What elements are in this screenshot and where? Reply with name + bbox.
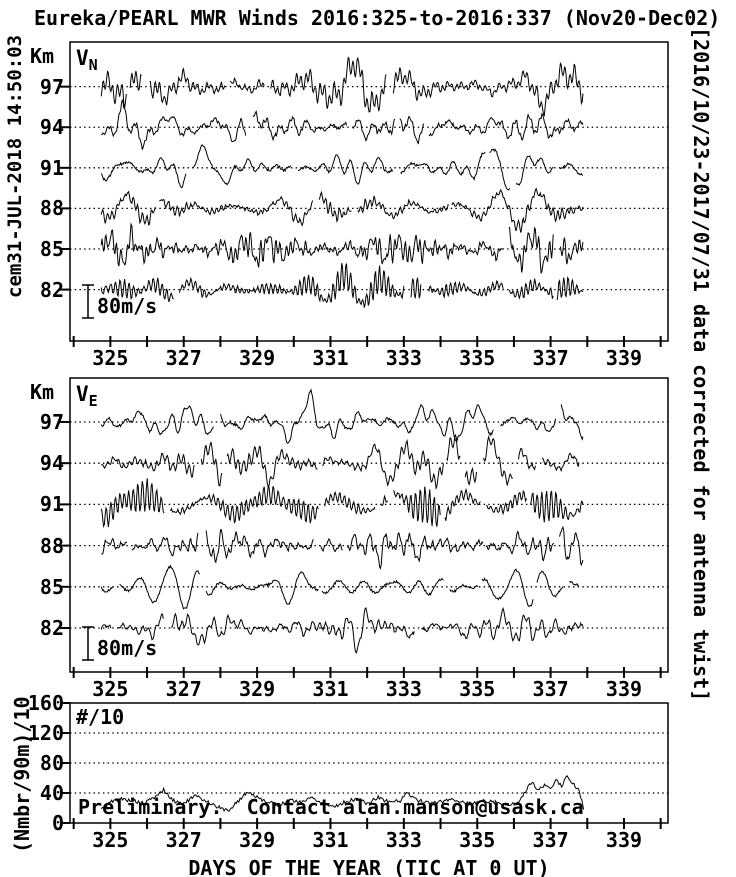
vn-xtick-331: 331 bbox=[312, 346, 349, 370]
vn-plot-canvas bbox=[60, 41, 669, 347]
panel-vn: VN 80m/s bbox=[60, 41, 669, 347]
counts-xtick-337: 337 bbox=[532, 828, 569, 852]
ve-xtick-327: 327 bbox=[165, 677, 202, 701]
vn-xtick-333: 333 bbox=[385, 346, 422, 370]
ve-xtick-333: 333 bbox=[385, 677, 422, 701]
counts-xtick-325: 325 bbox=[92, 828, 129, 852]
ve-ytick-88: 88 bbox=[39, 533, 64, 558]
vn-scale-bar-label: 80m/s bbox=[97, 294, 158, 318]
ve-ytick-91: 91 bbox=[39, 492, 64, 517]
ve-xtick-329: 329 bbox=[239, 677, 276, 701]
counts-xtick-339: 339 bbox=[605, 828, 643, 852]
vn-ytick-88: 88 bbox=[39, 196, 64, 221]
counts-xtick-333: 333 bbox=[385, 828, 422, 852]
panel-ve-label: VE bbox=[76, 382, 98, 411]
plot-title: Eureka/PEARL MWR Winds 2016:325-to-2016:… bbox=[34, 6, 721, 30]
ve-xtick-337: 337 bbox=[532, 677, 569, 701]
ve-xtick-331: 331 bbox=[312, 677, 349, 701]
ve-scale-bar-label: 80m/s bbox=[97, 636, 158, 660]
vn-ytick-85: 85 bbox=[39, 237, 64, 261]
ve-ytick-97: 97 bbox=[39, 409, 64, 434]
counts-ytick-40: 40 bbox=[39, 781, 64, 805]
counts-ytick-0: 0 bbox=[51, 811, 64, 835]
counts-xtick-331: 331 bbox=[312, 828, 349, 852]
vn-xtick-325: 325 bbox=[92, 346, 129, 370]
ve-ytick-94: 94 bbox=[39, 451, 64, 476]
panel-ve: VE 80m/s bbox=[60, 377, 669, 678]
ve-axis-unit-label: Km bbox=[30, 380, 55, 404]
counts-ytick-120: 120 bbox=[27, 721, 64, 745]
x-axis-title: DAYS OF THE YEAR (TIC AT 0 UT) bbox=[188, 856, 550, 877]
preliminary-note: Preliminary. Contact alan.manson@usask.c… bbox=[78, 795, 584, 819]
vn-ytick-97: 97 bbox=[39, 74, 64, 99]
counts-ytick-160: 160 bbox=[27, 691, 64, 715]
vn-xtick-339: 339 bbox=[605, 346, 643, 370]
ve-plot-canvas bbox=[60, 377, 669, 678]
vn-axis-unit-label: Km bbox=[30, 44, 55, 68]
counts-ytick-80: 80 bbox=[39, 751, 64, 775]
vn-xtick-327: 327 bbox=[165, 346, 202, 370]
vn-xtick-337: 337 bbox=[532, 346, 569, 370]
vn-xtick-335: 335 bbox=[459, 346, 496, 370]
vn-ytick-82: 82 bbox=[39, 277, 64, 302]
vn-ytick-94: 94 bbox=[39, 115, 64, 140]
counts-xtick-329: 329 bbox=[239, 828, 276, 852]
ve-xtick-339: 339 bbox=[605, 677, 643, 701]
antenna-correction-note: [2016/10/23-2017/07/31 data corrected fo… bbox=[689, 27, 713, 702]
ve-xtick-325: 325 bbox=[92, 677, 129, 701]
panel-counts-label: #/10 bbox=[76, 705, 125, 729]
ve-xtick-335: 335 bbox=[459, 677, 496, 701]
ve-ytick-82: 82 bbox=[39, 616, 64, 641]
ve-ytick-85: 85 bbox=[39, 574, 64, 599]
counts-xtick-327: 327 bbox=[165, 828, 202, 852]
panel-vn-label: VN bbox=[76, 46, 98, 75]
vn-ytick-91: 91 bbox=[39, 155, 64, 180]
counts-xtick-335: 335 bbox=[459, 828, 496, 852]
vn-xtick-329: 329 bbox=[239, 346, 276, 370]
